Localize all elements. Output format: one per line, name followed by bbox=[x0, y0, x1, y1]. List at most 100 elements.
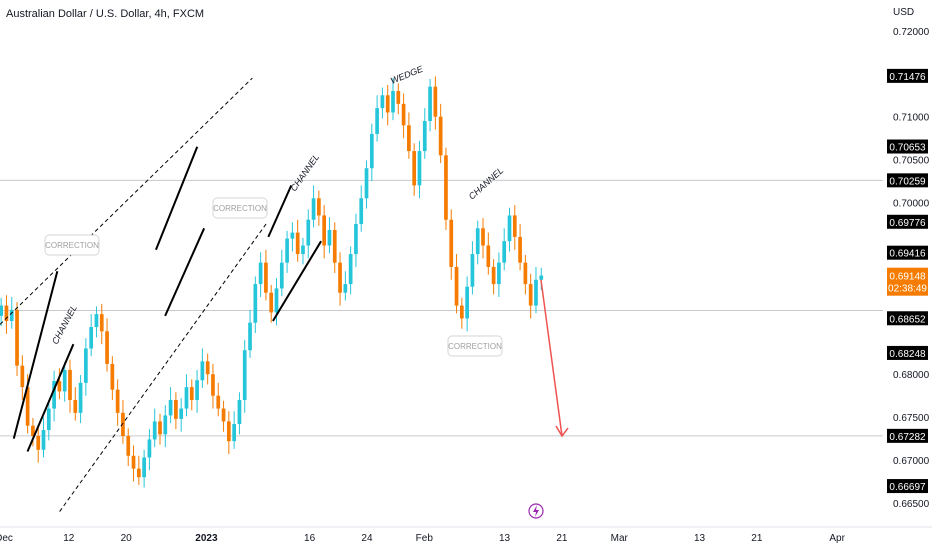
price-tag bbox=[887, 428, 928, 443]
price-tag bbox=[887, 214, 928, 229]
candle-body bbox=[9, 309, 14, 322]
channel-line-3 bbox=[164, 227, 206, 317]
price-tag bbox=[887, 479, 928, 494]
candle-body bbox=[147, 439, 152, 458]
channel-line-1 bbox=[26, 343, 75, 452]
x-tick-label: Dec bbox=[0, 533, 13, 544]
candle-body bbox=[158, 421, 162, 435]
candle-body bbox=[20, 365, 25, 388]
candle-body bbox=[481, 228, 485, 246]
correction-box bbox=[212, 197, 268, 219]
channel-line-4 bbox=[267, 184, 293, 238]
candle-body bbox=[407, 125, 411, 152]
channel-line-0 bbox=[12, 270, 59, 439]
current-price-tag bbox=[887, 267, 928, 296]
candle-body bbox=[301, 245, 305, 255]
candle-body bbox=[369, 133, 374, 169]
candle-body bbox=[512, 215, 517, 237]
candle-body bbox=[242, 350, 247, 400]
price-tag-label: 0.70653 bbox=[889, 143, 926, 154]
candle-body bbox=[89, 327, 94, 349]
candle-body bbox=[343, 284, 348, 293]
candle-body bbox=[200, 361, 205, 381]
price-axis[interactable]: 0.72000 0.71000 0.70500 0.70000 0.68000 0.675… bbox=[893, 27, 930, 510]
channel-label: CHANNEL bbox=[467, 165, 506, 201]
candle-body bbox=[539, 275, 544, 280]
candle-body bbox=[396, 90, 401, 104]
x-tick-label: 2023 bbox=[195, 533, 218, 544]
candle-body bbox=[475, 228, 480, 255]
candle-body bbox=[449, 219, 454, 267]
y-tick-label: 0.72000 bbox=[893, 27, 930, 38]
candle-body bbox=[327, 230, 332, 246]
x-tick-label: 13 bbox=[694, 533, 706, 544]
candle-body bbox=[216, 395, 221, 409]
candle-body bbox=[348, 254, 353, 285]
price-tag-label: 0.69416 bbox=[889, 249, 926, 260]
candle-body bbox=[459, 305, 464, 319]
candle-body bbox=[232, 424, 236, 442]
candle-body bbox=[285, 238, 289, 263]
candle-body bbox=[385, 95, 390, 113]
candle-body bbox=[279, 262, 284, 289]
x-tick-label: 21 bbox=[751, 533, 763, 544]
candle-body bbox=[306, 219, 311, 246]
candle-body bbox=[189, 387, 194, 400]
candle-body bbox=[168, 399, 173, 416]
candle-body bbox=[332, 230, 337, 263]
time-axis[interactable]: Dec 12 20 2023 16 24 Feb 13 21 Mar 13 21 Apr bbox=[0, 526, 932, 544]
channel-label: CHANNEL bbox=[288, 152, 321, 193]
candle-body bbox=[195, 380, 199, 400]
price-tag-label: 0.66697 bbox=[889, 482, 926, 493]
price-tag bbox=[887, 173, 928, 188]
candle-body bbox=[94, 314, 99, 328]
candle-body bbox=[84, 348, 88, 383]
candle-body bbox=[152, 421, 157, 440]
candle-body bbox=[269, 292, 274, 313]
candles bbox=[0, 76, 544, 488]
x-tick-label: Feb bbox=[416, 533, 434, 544]
trend-drawings bbox=[0, 77, 322, 512]
candle-body bbox=[52, 381, 56, 409]
y-tick-label: 0.68000 bbox=[893, 370, 930, 381]
price-tag bbox=[887, 245, 928, 260]
candle-body bbox=[31, 425, 35, 437]
price-tag bbox=[887, 345, 928, 360]
candle-body bbox=[295, 232, 300, 255]
price-tag-label: 0.69776 bbox=[889, 218, 926, 229]
candle-body bbox=[497, 262, 501, 285]
candle-body bbox=[4, 305, 9, 322]
candle-body bbox=[401, 103, 406, 126]
candle-body bbox=[115, 389, 120, 413]
candle-body bbox=[438, 116, 443, 156]
candle-body bbox=[237, 399, 242, 425]
candle-body bbox=[121, 412, 125, 437]
y-tick-label: 0.71000 bbox=[893, 113, 930, 124]
candle-body bbox=[253, 284, 258, 323]
x-tick-label: 24 bbox=[361, 533, 373, 544]
y-tick-label: 0.70000 bbox=[893, 199, 930, 210]
price-tag-label: 0.68652 bbox=[889, 314, 926, 325]
candle-body bbox=[78, 382, 83, 413]
candle-body bbox=[465, 286, 469, 319]
candle-body bbox=[110, 363, 115, 390]
chart-extras bbox=[528, 279, 569, 519]
channel-label: CHANNEL bbox=[50, 303, 79, 346]
correction-note: CORRECTION bbox=[45, 241, 99, 250]
price-tag-label: 0.70259 bbox=[889, 176, 926, 187]
candle-body bbox=[248, 322, 252, 351]
candle-body bbox=[41, 430, 46, 450]
candle-body bbox=[523, 262, 528, 285]
price-tag-label: 0.67282 bbox=[889, 432, 926, 443]
candle-body bbox=[105, 331, 109, 364]
y-tick-label: 0.67500 bbox=[893, 413, 930, 424]
candle-body bbox=[433, 86, 438, 117]
y-tick-label: 0.70500 bbox=[893, 156, 930, 167]
channel-line-2 bbox=[155, 146, 199, 251]
price-tags: 0.71476 0.70653 0.70259 0.69776 0.69416 0.686… bbox=[887, 68, 928, 494]
candle-body bbox=[62, 369, 67, 392]
candle-body bbox=[502, 241, 507, 263]
candle-body bbox=[354, 224, 358, 255]
channel-line-5 bbox=[272, 240, 322, 322]
